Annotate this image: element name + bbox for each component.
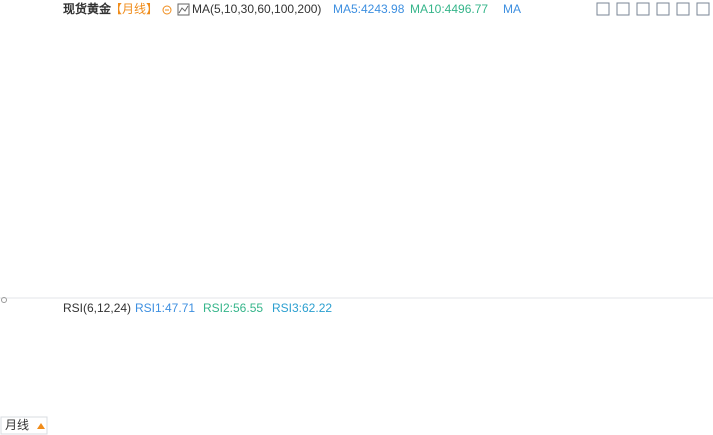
period-button-arrow [37,423,45,429]
tool-icon[interactable] [676,2,690,16]
tool-icon[interactable] [656,2,670,16]
chart-title: 现货黄金 [63,1,112,16]
expand-icon[interactable] [1,297,7,303]
legend-rsi2: RSI2:56.55 [203,301,263,315]
legend-rsi3: RSI3:62.22 [272,301,332,315]
rsi-title: RSI(6,12,24) [63,301,131,315]
legend-ma10: MA10:4496.77 [410,2,488,16]
period-label: 【月线】 [110,2,158,16]
tool-icon[interactable] [596,2,610,16]
legend-ma5: MA5:4243.98 [333,2,405,16]
tool-icon[interactable] [636,2,650,16]
collapse-icon[interactable] [162,5,172,15]
toolbar [596,2,710,16]
indicator-icon-line [178,5,189,14]
tool-icon[interactable] [616,2,630,16]
legend-rsi1: RSI1:47.71 [135,301,195,315]
indicator-icon[interactable] [177,3,190,16]
period-button-label: 月线 [5,418,29,432]
legend-ma-more[interactable]: MA [503,2,521,16]
tool-icon[interactable] [696,2,710,16]
period-button[interactable] [0,416,48,435]
indicator-label: MA(5,10,30,60,100,200) [192,2,321,16]
